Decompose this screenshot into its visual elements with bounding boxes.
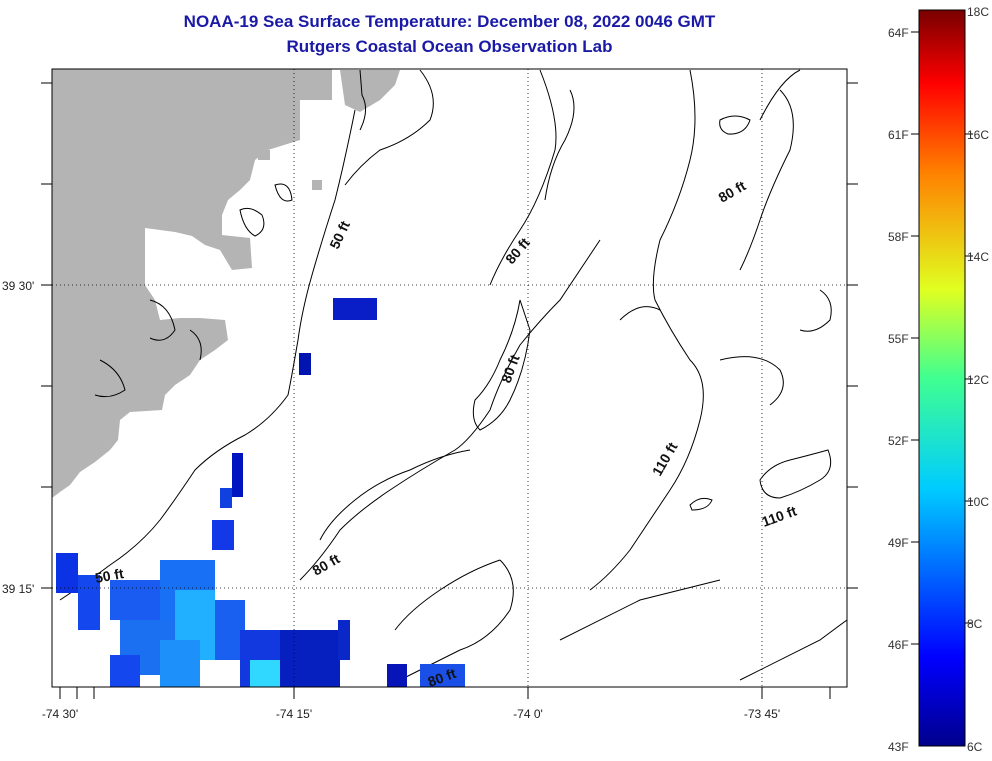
colorbar-label-f: 61F xyxy=(888,128,909,142)
colorbar-label-c: 10C xyxy=(967,495,989,509)
coastline xyxy=(94,183,293,398)
colorbar-ticks xyxy=(911,31,973,645)
lat-label: 39 15' xyxy=(2,582,34,596)
colorbar-label-f: 43F xyxy=(888,740,909,754)
colorbar-label-c: 8C xyxy=(967,617,983,631)
colorbar-label-c: 18C xyxy=(967,5,989,19)
colorbar-label-f: 49F xyxy=(888,536,909,550)
colorbar-label-f: 52F xyxy=(888,434,909,448)
colorbar-label-c: 16C xyxy=(967,128,989,142)
colorbar-label-f: 55F xyxy=(888,332,909,346)
colorbar-label-c: 14C xyxy=(967,250,989,264)
lon-label: -74 15' xyxy=(276,707,312,721)
land-pixel xyxy=(312,180,322,190)
colorbar-label-f: 58F xyxy=(888,230,909,244)
depth-label: 50 ft xyxy=(94,565,125,586)
map-border xyxy=(51,68,848,688)
colorbar-label-f: 64F xyxy=(888,26,909,40)
land-pixel xyxy=(258,150,270,160)
sst-pixels xyxy=(56,298,465,687)
colorbar-label-f: 46F xyxy=(888,638,909,652)
colorbar-label-c: 6C xyxy=(967,740,983,754)
lat-label: 39 30' xyxy=(2,279,34,293)
tick-marks xyxy=(41,82,858,699)
land-mass xyxy=(52,69,332,498)
map-subtitle: Rutgers Coastal Ocean Observation Lab xyxy=(286,37,613,56)
lon-label: -74 0' xyxy=(513,707,543,721)
lon-label: -74 30' xyxy=(42,707,78,721)
colorbar xyxy=(918,9,966,747)
map-title: NOAA-19 Sea Surface Temperature: Decembe… xyxy=(183,12,716,31)
graticule xyxy=(52,69,847,687)
lon-label: -73 45' xyxy=(744,707,780,721)
land-inlet xyxy=(95,328,150,365)
colorbar-label-c: 12C xyxy=(967,373,989,387)
